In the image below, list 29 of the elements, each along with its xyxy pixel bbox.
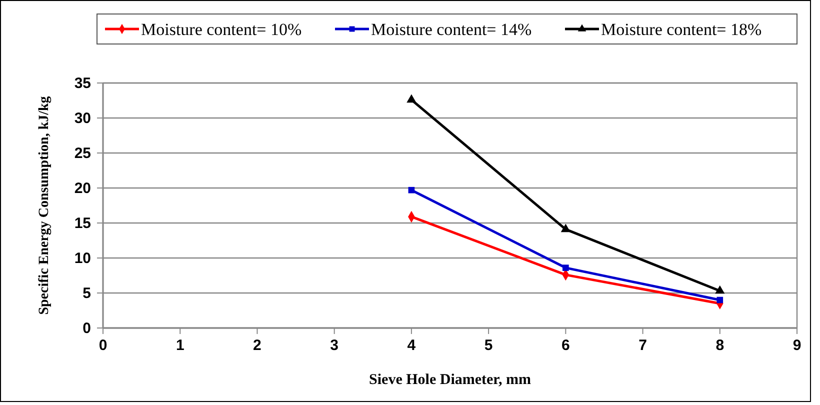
x-axis-title: Sieve Hole Diameter, mm (369, 372, 532, 388)
x-tick-label: 7 (638, 337, 647, 354)
x-tick-label: 5 (484, 337, 493, 354)
legend-label: Moisture content= 10% (141, 20, 302, 39)
x-tick-label: 9 (792, 337, 802, 354)
point (715, 285, 725, 294)
y-tick-label: 10 (74, 250, 91, 267)
x-tick-label: 2 (253, 337, 262, 354)
point (562, 264, 569, 271)
y-tick-label: 15 (74, 215, 91, 232)
point (408, 186, 415, 194)
x-tick-label: 6 (561, 337, 570, 354)
x-tick-label: 0 (98, 337, 108, 354)
y-tick-label: 35 (74, 75, 91, 92)
legend-label: Moisture content= 14% (371, 20, 532, 39)
point (716, 296, 724, 304)
legend-label: Moisture content= 18% (601, 20, 762, 39)
y-tick-label: 0 (82, 320, 91, 337)
y-tick-label: 30 (74, 110, 91, 127)
x-tick-label: 4 (407, 337, 416, 354)
point (560, 224, 570, 232)
x-tick-label: 3 (330, 337, 339, 354)
y-axis-title: Specific Energy Consumption, kJ/kg (37, 96, 52, 315)
y-tick-label: 5 (82, 285, 91, 302)
x-tick-label: 1 (176, 337, 184, 354)
point (406, 94, 416, 103)
y-tick-label: 20 (74, 180, 91, 197)
x-tick-label: 8 (716, 337, 724, 354)
y-tick-label: 25 (74, 145, 91, 162)
